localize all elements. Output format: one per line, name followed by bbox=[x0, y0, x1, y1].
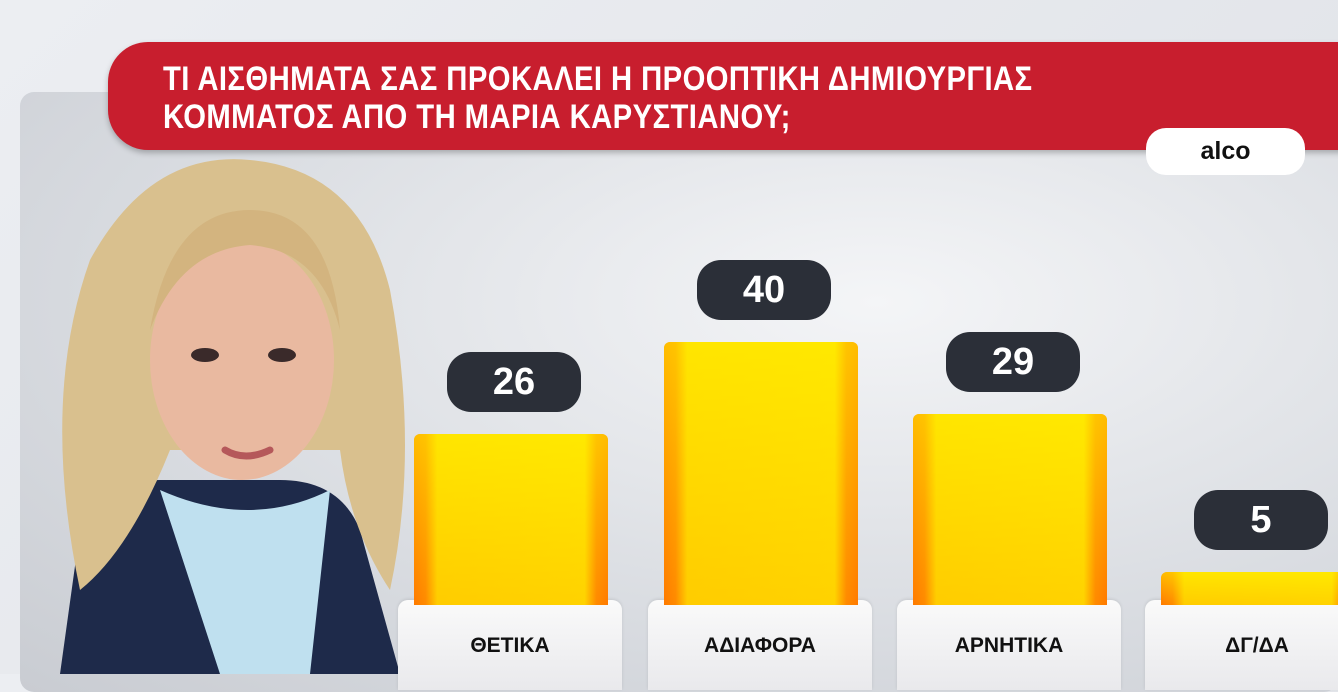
chart-title: ΤΙ ΑΙΣΘΗΜΑΤΑ ΣΑΣ ΠΡΟΚΑΛΕΙ Η ΠΡΟΟΠΤΙΚΗ ΔΗ… bbox=[163, 60, 1033, 136]
category-label: ΑΔΙΑΦΟΡΑ bbox=[704, 634, 816, 657]
bar-3 bbox=[913, 414, 1107, 605]
bar-1 bbox=[414, 434, 608, 605]
title-line-2: ΚΟΜΜΑΤΟΣ ΑΠΟ ΤΗ ΜΑΡΙΑ ΚΑΡΥΣΤΙΑΝΟΥ; bbox=[163, 98, 791, 136]
value-label: 26 bbox=[447, 352, 581, 413]
category-label: ΔΓ/ΔΑ bbox=[1225, 634, 1289, 657]
portrait-photo bbox=[20, 150, 420, 674]
value-label: 29 bbox=[946, 332, 1080, 393]
title-line-1: ΤΙ ΑΙΣΘΗΜΑΤΑ ΣΑΣ ΠΡΟΚΑΛΕΙ Η ΠΡΟΟΠΤΙΚΗ ΔΗ… bbox=[163, 60, 1033, 98]
value-label: 40 bbox=[697, 260, 831, 320]
category-label: ΑΡΝΗΤΙΚΑ bbox=[954, 634, 1064, 657]
bar-4 bbox=[1161, 572, 1338, 605]
value-label: 5 bbox=[1194, 490, 1328, 551]
title-banner bbox=[108, 42, 1338, 150]
bar-2 bbox=[664, 342, 858, 605]
category-label: ΘΕΤΙΚΑ bbox=[470, 634, 550, 657]
source-badge: alco bbox=[1146, 128, 1305, 175]
